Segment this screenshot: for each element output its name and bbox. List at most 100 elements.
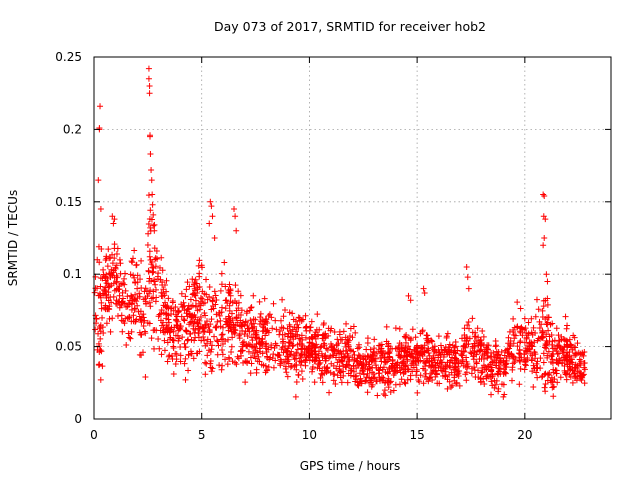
data-point [252,344,259,351]
data-point [484,363,491,370]
data-point [357,375,364,382]
data-point [433,371,440,378]
data-point [201,299,208,306]
data-point [150,222,157,229]
data-point [214,318,221,325]
data-point [245,348,252,355]
data-point [209,297,216,304]
data-point [551,345,558,352]
data-point [523,334,530,341]
data-point [149,201,156,208]
data-point [208,316,215,323]
data-point [477,379,484,386]
x-axis-label: GPS time / hours [300,459,401,473]
data-point [343,364,350,371]
data-point [493,377,500,384]
data-point [105,284,112,291]
data-point [285,339,292,346]
data-point [517,358,524,365]
data-point [121,275,128,282]
data-point [123,303,130,310]
data-point [132,278,139,285]
data-point [581,360,588,367]
data-point [181,317,188,324]
data-point [550,393,557,400]
data-point [137,276,144,283]
data-point [516,381,523,388]
data-point [96,124,103,131]
data-point [340,368,347,375]
data-point [200,334,207,341]
data-point [374,392,381,399]
data-point [182,355,189,362]
data-point [453,380,460,387]
data-point [432,359,439,366]
x-tick-label: 10 [302,428,317,442]
data-point [547,377,554,384]
data-point [546,333,553,340]
data-point [347,325,354,332]
data-point [539,372,546,379]
data-point [114,285,121,292]
data-point [369,369,376,376]
data-point [170,337,177,344]
data-point [556,337,563,344]
data-point [290,336,297,343]
data-point [355,352,362,359]
data-point [243,310,250,317]
data-point [431,347,438,354]
data-point [468,365,475,372]
data-point [138,257,145,264]
data-point [458,348,465,355]
data-point [393,361,400,368]
data-point [105,246,112,253]
data-point [550,369,557,376]
data-point [232,282,239,289]
data-point [581,348,588,355]
data-point [472,333,479,340]
data-point [476,339,483,346]
data-point [268,314,275,321]
data-point [145,220,152,227]
data-point [208,368,215,375]
data-point [340,362,347,369]
data-point [472,374,479,381]
data-point [364,389,371,396]
data-point [580,372,587,379]
data-point [466,335,473,342]
data-point [285,360,292,367]
data-point [406,334,413,341]
data-point [237,312,244,319]
data-point [173,356,180,363]
data-point [152,255,159,262]
data-point [382,359,389,366]
data-point [222,297,229,304]
data-point [338,379,345,386]
data-point [442,344,449,351]
data-point [407,372,414,379]
data-point [448,384,455,391]
data-point [300,316,307,323]
data-point [109,251,116,258]
data-point [287,364,294,371]
data-point [183,286,190,293]
data-point [375,342,382,349]
data-point [363,359,370,366]
data-point [438,367,445,374]
data-point [257,310,264,317]
data-point [164,339,171,346]
data-point [352,329,359,336]
data-point [163,311,170,318]
data-point [383,323,390,330]
data-point [427,337,434,344]
data-point [158,351,165,358]
data-point [381,354,388,361]
data-point [406,352,413,359]
data-point [127,271,134,278]
data-point [328,325,335,332]
data-point [360,368,367,375]
data-point [435,346,442,353]
data-point [344,379,351,386]
data-point [128,301,135,308]
data-point [401,379,408,386]
